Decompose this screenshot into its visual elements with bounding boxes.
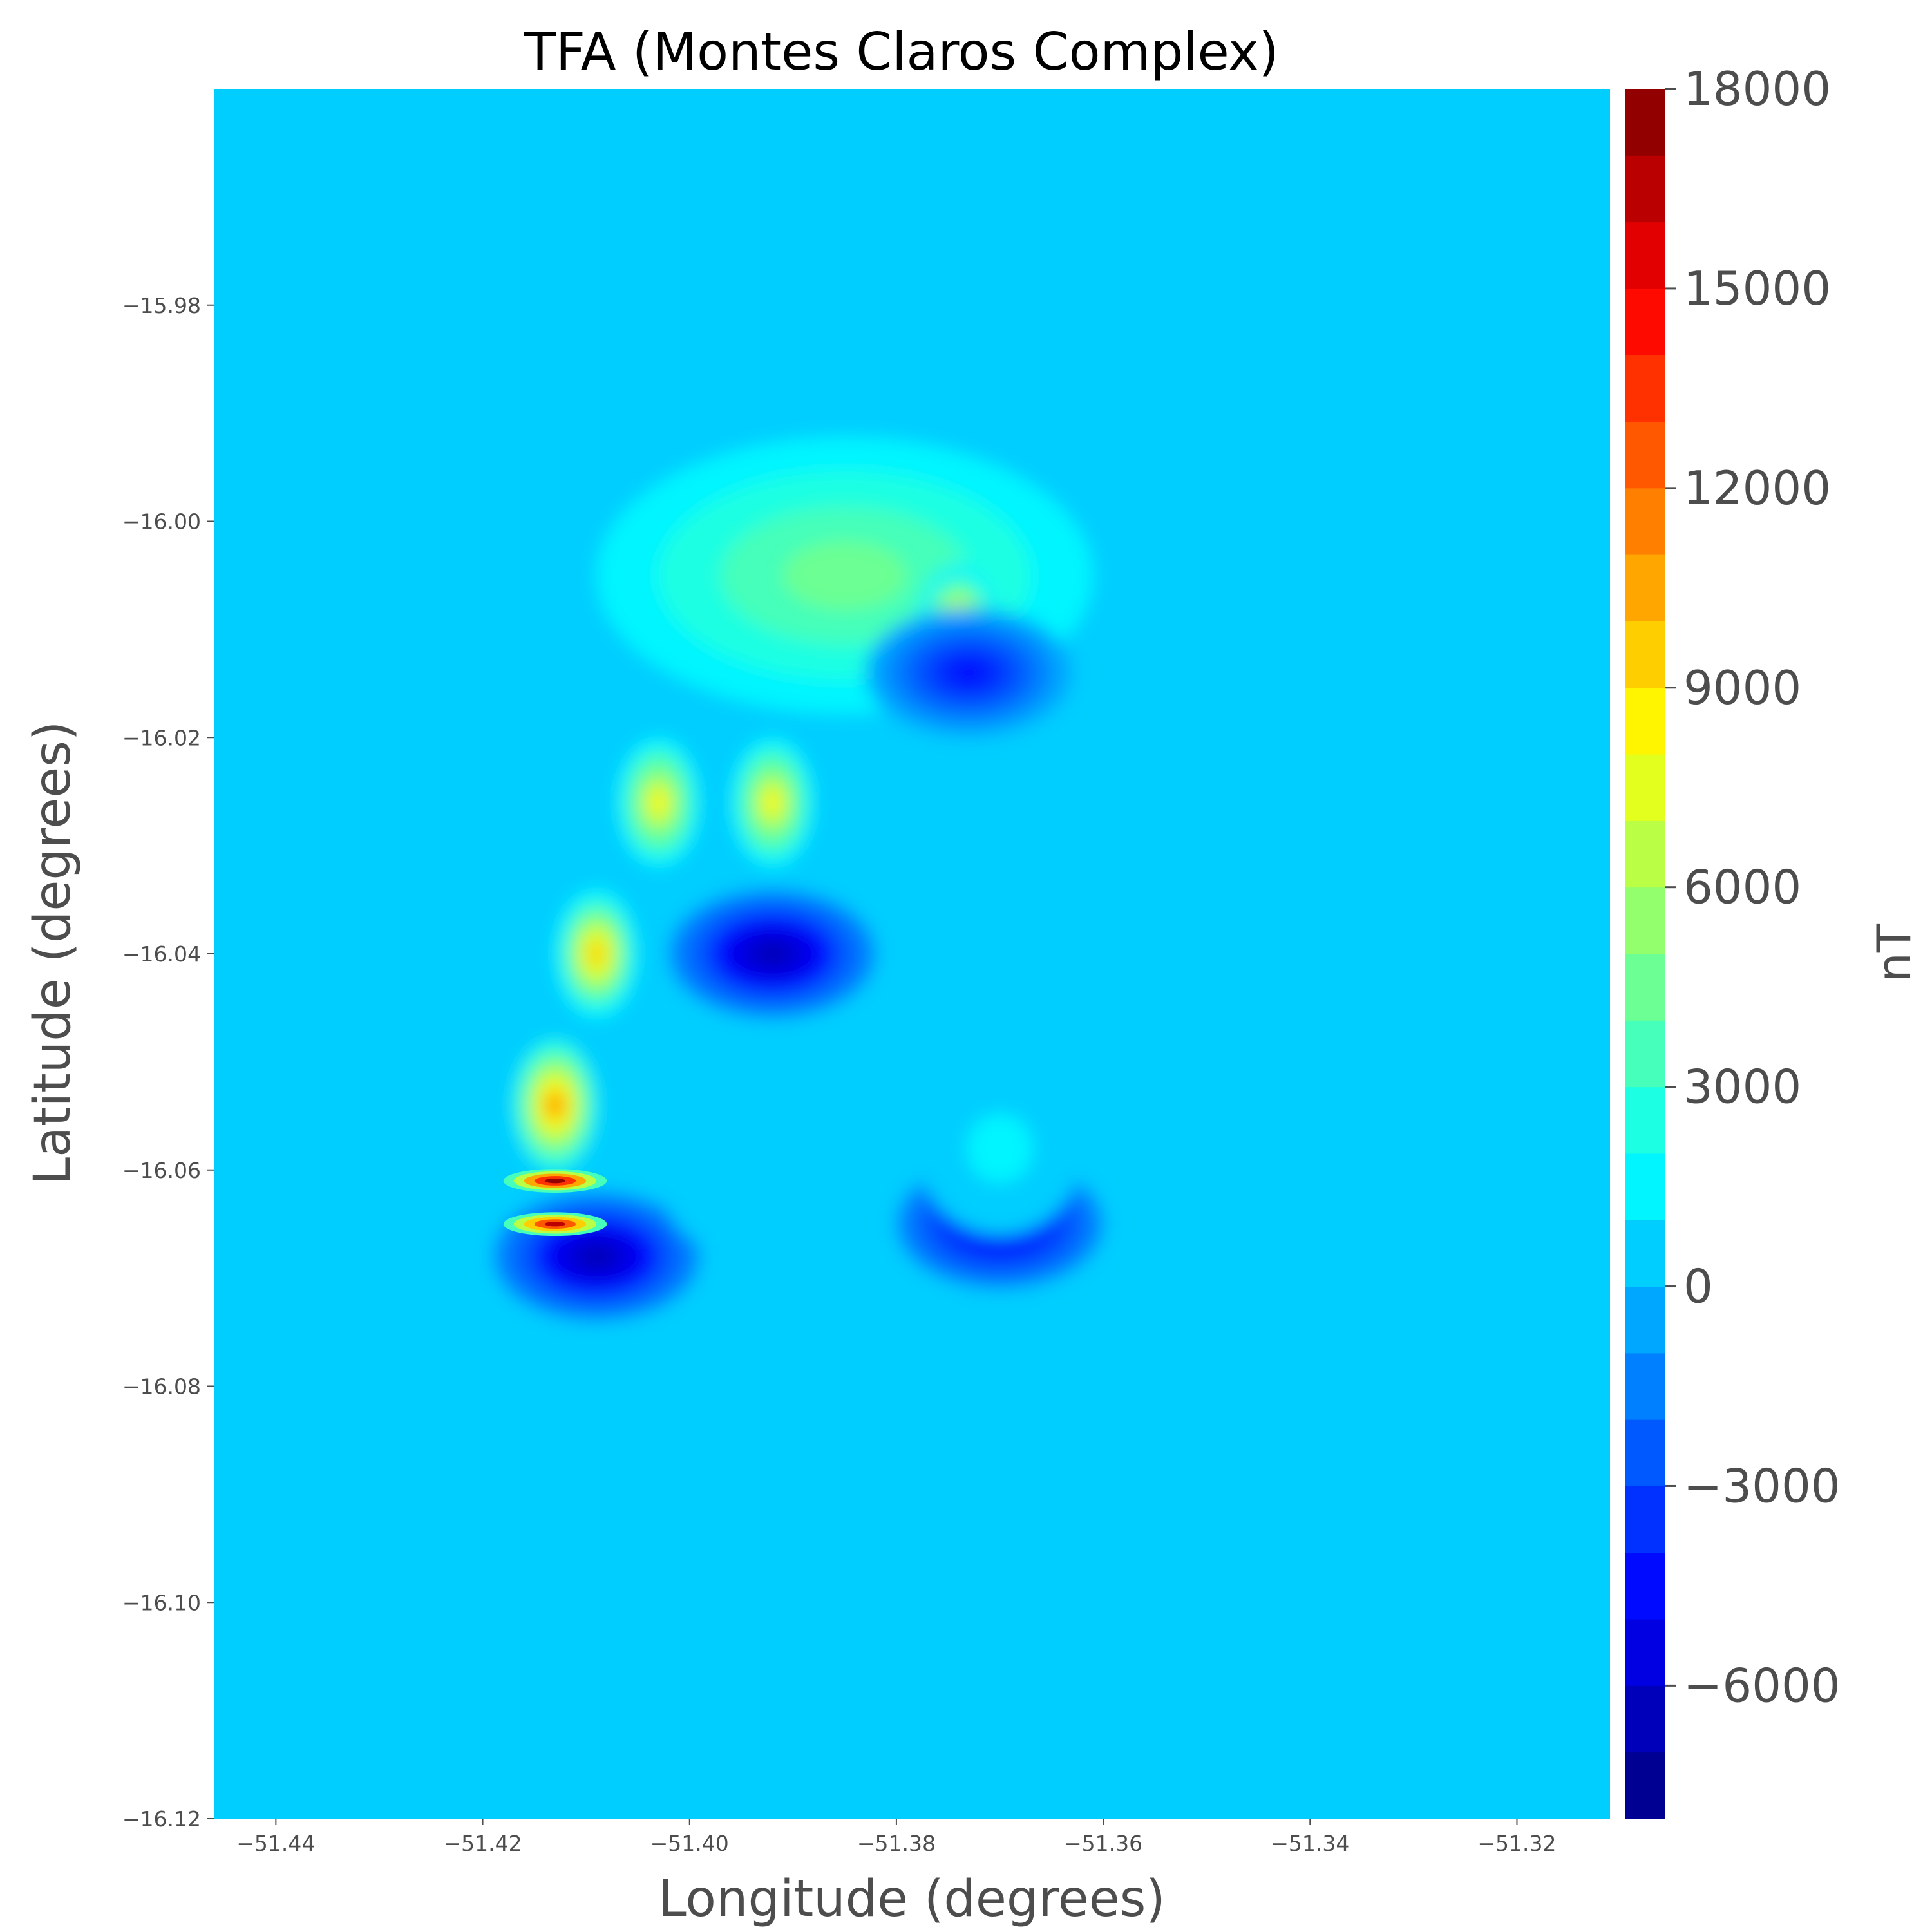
colorbar-segment xyxy=(1625,421,1665,489)
y-axis-label: Latitude (degrees) xyxy=(24,721,82,1186)
anomaly-positive-arc xyxy=(782,540,907,611)
colorbar-segment xyxy=(1625,89,1665,156)
x-tick-label: −51.40 xyxy=(650,1831,729,1856)
colorbar-segment xyxy=(1625,887,1665,954)
colorbar-tick-label: 0 xyxy=(1683,1260,1713,1314)
anomaly-positive-patch xyxy=(724,1152,758,1188)
colorbar-tick-label: −3000 xyxy=(1683,1459,1841,1513)
anomaly-positive-spike xyxy=(544,1221,566,1227)
y-tick-label: −16.02 xyxy=(122,725,201,750)
colorbar-segment xyxy=(1625,1552,1665,1620)
x-tick-label: −51.38 xyxy=(857,1831,936,1856)
anomaly-positive-peak xyxy=(764,789,781,816)
anomaly-positive-patch xyxy=(983,1131,1017,1166)
colorbar-segment xyxy=(1625,954,1665,1021)
colorbar-segment xyxy=(1625,1020,1665,1088)
colorbar-tick-label: 18000 xyxy=(1683,62,1831,116)
anomaly-positive-peak xyxy=(588,940,605,967)
colorbar-segment xyxy=(1625,288,1665,355)
colorbar-tick-label: −6000 xyxy=(1683,1658,1841,1712)
colorbar-segment xyxy=(1625,820,1665,888)
x-axis: −51.44 −51.42 −51.40 −51.38 −51.36 −51.34 −51.… xyxy=(236,1819,1557,1856)
anomaly-negative-low xyxy=(948,659,990,686)
x-tick-label: −51.44 xyxy=(236,1831,315,1856)
plot-area xyxy=(214,89,1610,1819)
colorbar-tick-label: 3000 xyxy=(1683,1060,1801,1114)
colorbar-tick-label: 9000 xyxy=(1683,661,1801,715)
anomaly-negative-low xyxy=(576,1243,618,1270)
colorbar-tick-label: 6000 xyxy=(1683,860,1801,914)
colorbar-tick-label: 15000 xyxy=(1683,261,1831,316)
y-tick-label: −16.06 xyxy=(122,1158,201,1183)
anomaly-field xyxy=(214,89,1610,1819)
anomaly-negative-low xyxy=(752,940,793,967)
colorbar-tick-label: 12000 xyxy=(1683,461,1831,515)
y-tick-label: −16.10 xyxy=(122,1590,201,1615)
anomaly-positive-peak xyxy=(547,1092,564,1119)
colorbar-segment xyxy=(1625,1352,1665,1420)
colorbar-label: nT xyxy=(1867,923,1921,982)
x-tick-label: −51.34 xyxy=(1271,1831,1349,1856)
colorbar-segment xyxy=(1625,355,1665,422)
colorbar-segment xyxy=(1625,1153,1665,1220)
y-axis: −15.98 −16.00 −16.02 −16.04 −16.06 −16.08 −16.… xyxy=(122,293,214,1832)
sharp-peaks xyxy=(503,1169,607,1236)
y-tick-label: −16.00 xyxy=(122,509,201,535)
anomaly-positive-peak xyxy=(650,789,667,816)
colorbar-segment xyxy=(1625,554,1665,621)
colorbar-segment xyxy=(1625,1419,1665,1486)
colorbar-segment xyxy=(1625,1286,1665,1354)
x-tick-label: −51.32 xyxy=(1477,1831,1556,1856)
x-axis-label: Longitude (degrees) xyxy=(658,1870,1166,1928)
y-tick-label: −16.08 xyxy=(122,1374,201,1399)
colorbar-segment xyxy=(1625,1685,1665,1753)
anomaly-positive-spike xyxy=(544,1178,566,1184)
smooth-layers xyxy=(214,89,1610,1819)
colorbar-segment xyxy=(1625,222,1665,289)
colorbar-segment xyxy=(1625,687,1665,755)
colorbar-segment xyxy=(1625,1752,1665,1819)
colorbar-segment xyxy=(1625,488,1665,555)
colorbar-segment xyxy=(1625,1086,1665,1154)
colorbar-segment xyxy=(1625,155,1665,223)
colorbar: 18000 15000 12000 9000 6000 3000 0 −3000 −6000 xyxy=(1625,62,1841,1819)
colorbar-segment xyxy=(1625,621,1665,688)
y-tick-label: −16.12 xyxy=(122,1806,201,1832)
colorbar-segment xyxy=(1625,754,1665,821)
colorbar-segment xyxy=(1625,1619,1665,1686)
y-tick-label: −15.98 xyxy=(122,293,201,318)
colorbar-segment xyxy=(1625,1486,1665,1553)
x-tick-label: −51.42 xyxy=(443,1831,522,1856)
background-field xyxy=(214,89,1610,1819)
chart-title: TFA (Montes Claros Complex) xyxy=(524,22,1279,82)
x-tick-label: −51.36 xyxy=(1064,1831,1142,1856)
colorbar-segment xyxy=(1625,1220,1665,1287)
y-tick-label: −16.04 xyxy=(122,942,201,967)
